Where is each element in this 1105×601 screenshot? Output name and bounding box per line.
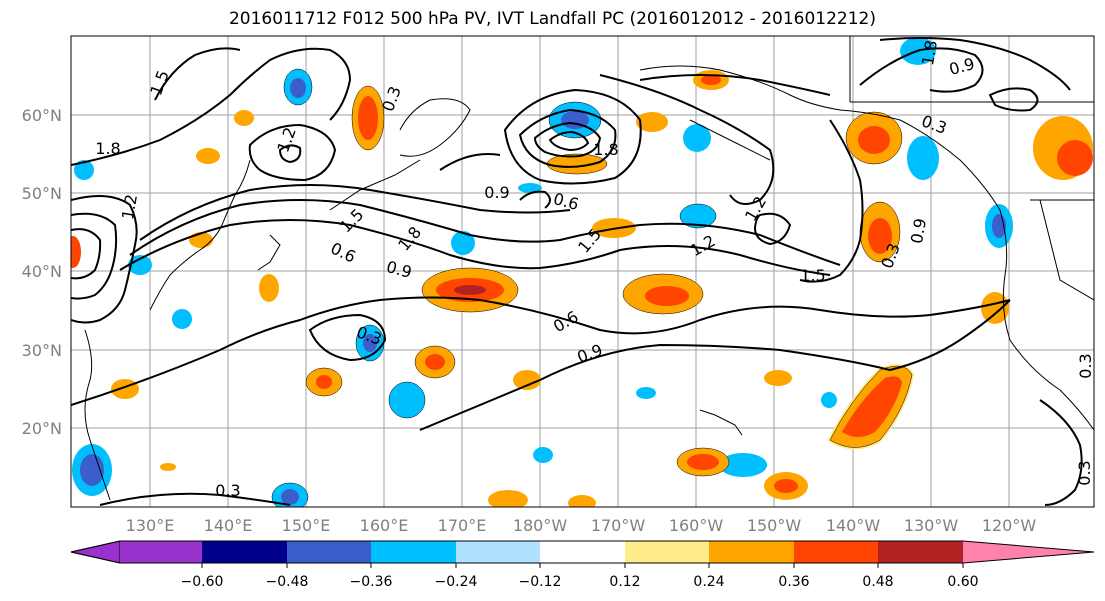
longitude-label: 150°E (282, 516, 331, 535)
colorbar-segment (120, 541, 202, 563)
colorbar-outline (70, 540, 1095, 564)
map-frame (70, 35, 1095, 508)
colorbar-segment (202, 541, 287, 563)
contour-label: 1.8 (95, 139, 120, 158)
contour-label: 0.3 (1075, 460, 1094, 485)
longitude-label: 160°E (360, 516, 409, 535)
colorbar-segment (878, 541, 963, 563)
colorbar-tick-label: −0.36 (350, 574, 393, 590)
colorbar-tick-label: −0.48 (266, 574, 309, 590)
longitude-label: 160°W (669, 516, 724, 535)
colorbar-segment (794, 541, 878, 563)
latitude-label: 20°N (22, 419, 62, 438)
longitude-label: 140°E (204, 516, 253, 535)
coastlines (84, 36, 1094, 501)
ivt-shading (71, 37, 1093, 507)
colorbar-tick-label: 0.60 (947, 574, 978, 590)
colorbar-segment (371, 541, 456, 563)
contour-label: 1.8 (918, 39, 941, 67)
colorbar-segment (540, 541, 625, 563)
colorbar-tick-labels: −0.60 −0.48 −0.36 −0.24 −0.12 0.12 0.24 0.36 0.4… (181, 563, 979, 590)
contour-label: 0.9 (907, 217, 930, 245)
latitude-label: 50°N (22, 184, 62, 203)
longitude-label: 170°E (438, 516, 487, 535)
colorbar-tick-label: 0.36 (778, 574, 809, 590)
contour-label: 0.9 (484, 183, 509, 202)
colorbar-segment (625, 541, 709, 563)
colorbar-segment (709, 541, 794, 563)
contour-label: 1.8 (593, 140, 618, 159)
latitude-label: 30°N (22, 341, 62, 360)
latitude-label: 40°N (22, 262, 62, 281)
latitude-labels: 60°N 50°N 40°N 30°N 20°N (22, 106, 62, 438)
latitude-label: 60°N (22, 106, 62, 125)
contour-label: 0.3 (1076, 353, 1095, 378)
contour-label: 0.3 (215, 481, 240, 500)
colorbar-extension-min (70, 540, 121, 564)
longitude-labels: 130°E 140°E 150°E 160°E 170°E 180°W 170°W 160°W… (126, 516, 1037, 535)
longitude-label: 130°W (904, 516, 959, 535)
colorbar-tick-label: −0.24 (435, 574, 478, 590)
colorbar-tick-label: 0.24 (693, 574, 724, 590)
pv-contours (71, 37, 1083, 506)
longitude-label: 120°W (982, 516, 1037, 535)
colorbar-extension-max (963, 541, 1094, 563)
longitude-label: 130°E (126, 516, 175, 535)
contour-label: 1.2 (118, 193, 141, 221)
colorbar-segment (456, 541, 540, 563)
colorbar-tick-label: −0.60 (181, 574, 224, 590)
colorbar-tick-label: −0.12 (519, 574, 562, 590)
map-title: 2016011712 F012 500 hPa PV, IVT Landfall… (228, 9, 876, 29)
longitude-label: 150°W (747, 516, 802, 535)
longitude-label: 170°W (591, 516, 646, 535)
colorbar-tick-label: 0.48 (862, 574, 893, 590)
colorbar-tick-label: 0.12 (609, 574, 640, 590)
colorbar-segment (287, 541, 371, 563)
contour-label: 1.5 (800, 266, 825, 285)
colorbar (70, 540, 1095, 564)
longitude-label: 180°W (513, 516, 568, 535)
longitude-label: 140°W (826, 516, 881, 535)
